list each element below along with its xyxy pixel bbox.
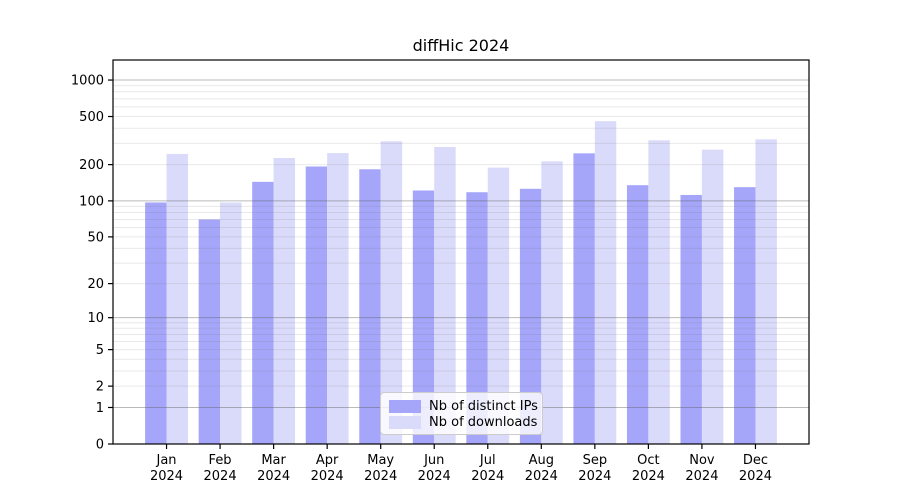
x-tick-label-year: 2024 (364, 469, 397, 484)
x-tick-label-year: 2024 (418, 469, 451, 484)
bar-distinct-ips-jun (412, 190, 435, 444)
legend: Nb of distinct IPs Nb of downloads (380, 392, 543, 435)
bar-distinct-ips-jul (466, 192, 488, 444)
x-tick-label-year: 2024 (525, 469, 558, 484)
bar-distinct-ips-aug (519, 188, 542, 444)
bar-distinct-ips-jan (145, 202, 167, 444)
legend-label-downloads: Nb of downloads (429, 414, 538, 430)
bar-downloads-nov (701, 149, 724, 444)
x-tick-label-year: 2024 (578, 469, 611, 484)
y-tick-label: 10 (87, 311, 104, 326)
x-tick-label-month: Oct (637, 453, 659, 468)
legend-swatch-downloads (389, 415, 421, 429)
x-tick-label-year: 2024 (685, 469, 718, 484)
x-tick-label-year: 2024 (257, 469, 290, 484)
bar-downloads-dec (755, 139, 777, 445)
plot-frame (112, 59, 810, 445)
legend-label-distinct-ips: Nb of distinct IPs (429, 398, 538, 414)
x-tick-label-month: Aug (529, 453, 554, 468)
y-tick-label: 0 (96, 438, 104, 453)
bar-downloads-jul (487, 167, 510, 444)
y-tick-label: 200 (79, 158, 104, 173)
bar-downloads-aug (541, 161, 563, 445)
bar-downloads-may (380, 141, 403, 444)
x-tick-label-year: 2024 (471, 469, 504, 484)
y-tick-label: 50 (87, 230, 104, 245)
x-tick-label-year: 2024 (204, 469, 237, 484)
x-tick-label-year: 2024 (150, 469, 183, 484)
bar-distinct-ips-feb (198, 219, 221, 444)
x-tick-label-month: Jan (156, 453, 177, 468)
y-tick-label: 100 (79, 194, 104, 209)
x-tick-label-month: Feb (209, 453, 232, 468)
bar-downloads-sep (594, 121, 617, 445)
chart-title: diffHic 2024 (412, 36, 510, 55)
x-tick-label-month: Jul (479, 453, 496, 468)
y-tick-label: 5 (96, 343, 104, 358)
bar-downloads-mar (273, 157, 296, 445)
bar-distinct-ips-sep (573, 153, 595, 445)
bar-distinct-ips-apr (305, 166, 328, 444)
y-tick-label: 1 (96, 401, 104, 416)
x-tick-label-month: Mar (261, 453, 286, 468)
bar-distinct-ips-nov (680, 194, 702, 444)
bar-downloads-jan (166, 153, 188, 445)
bar-downloads-jun (434, 146, 456, 444)
bar-distinct-ips-may (359, 169, 381, 445)
bar-downloads-feb (220, 202, 242, 444)
x-tick-label-month: Apr (316, 453, 339, 468)
x-tick-label-year: 2024 (632, 469, 665, 484)
x-tick-label-month: Sep (583, 453, 608, 468)
bar-downloads-oct (648, 140, 670, 444)
x-tick-label-month: Dec (743, 453, 768, 468)
y-tick-label: 2 (96, 380, 104, 395)
x-tick-label-month: Nov (689, 453, 715, 468)
bar-downloads-apr (327, 153, 349, 444)
legend-item-distinct-ips: Nb of distinct IPs (389, 398, 538, 414)
y-tick-label: 20 (87, 277, 104, 292)
x-tick-label-month: May (367, 453, 394, 468)
y-tick-label: 1000 (71, 74, 104, 89)
x-tick-label-month: Jun (423, 453, 444, 468)
y-tick-label: 500 (79, 110, 104, 125)
legend-item-downloads: Nb of downloads (389, 414, 538, 430)
legend-swatch-distinct-ips (389, 399, 421, 413)
bar-distinct-ips-mar (252, 181, 274, 445)
bar-distinct-ips-dec (734, 187, 756, 444)
x-tick-label-year: 2024 (311, 469, 344, 484)
x-tick-label-year: 2024 (739, 469, 772, 484)
bar-distinct-ips-oct (626, 185, 649, 445)
